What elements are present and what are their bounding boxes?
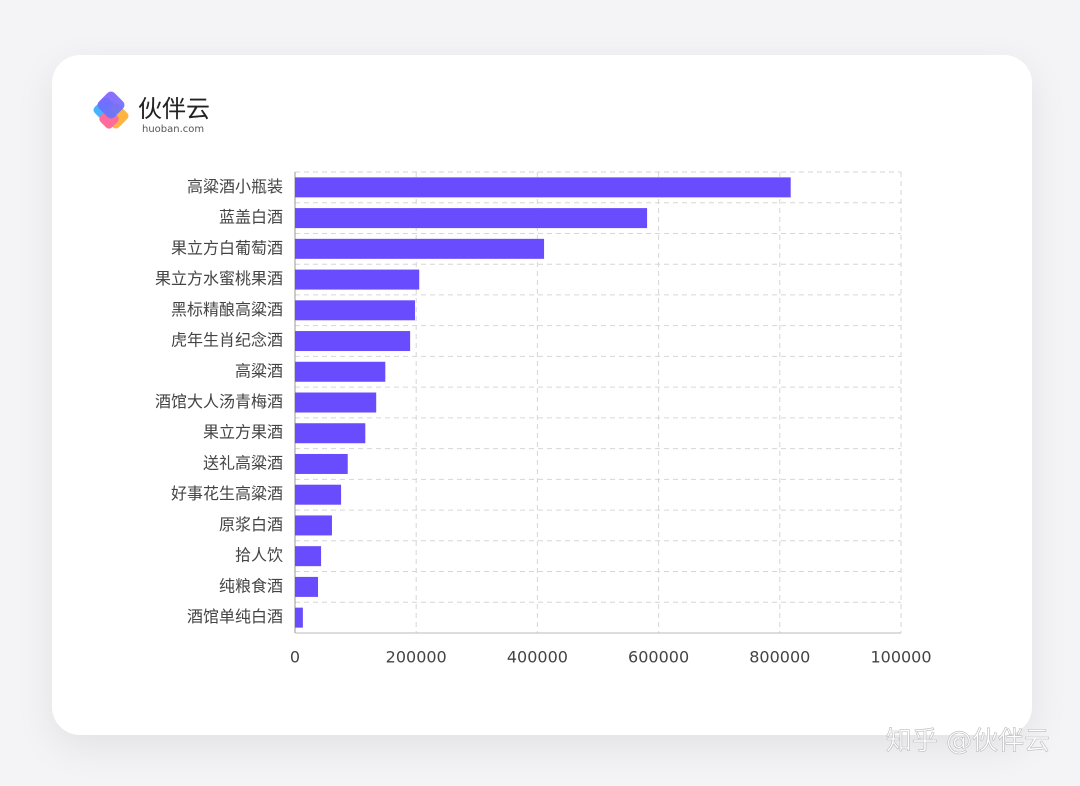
bar: [295, 269, 420, 290]
logo-domain: huoban.com: [142, 124, 204, 135]
logo-icon: [93, 91, 129, 129]
y-tick-label: 纯粮食酒: [219, 576, 283, 595]
y-tick-label: 好事花生高粱酒: [171, 484, 283, 503]
x-tick-label: 800000: [749, 648, 810, 667]
y-tick-label: 原浆白酒: [219, 515, 283, 534]
x-tick-label: 400000: [507, 648, 568, 667]
bar: [295, 300, 415, 321]
bar: [295, 453, 348, 474]
y-tick-label: 拾人饮: [235, 546, 283, 565]
y-tick-label: 果立方白葡萄酒: [171, 238, 283, 257]
y-tick-label: 虎年生肖纪念酒: [171, 331, 283, 350]
bar: [295, 208, 648, 229]
y-tick-label: 果立方水蜜桃果酒: [155, 269, 283, 288]
bar: [295, 331, 411, 352]
x-tick-label: 600000: [628, 648, 689, 667]
y-tick-label: 送礼高粱酒: [203, 453, 283, 472]
bar: [295, 484, 342, 505]
watermark: 知乎 @伙伴云: [886, 727, 1050, 757]
bar: [295, 576, 319, 597]
bar: [295, 546, 322, 567]
y-tick-label: 果立方果酒: [203, 423, 283, 442]
logo-name: 伙伴云: [138, 95, 210, 123]
y-tick-label: 酒馆大人汤青梅酒: [155, 392, 283, 411]
y-tick-label: 黑标精酿高粱酒: [171, 300, 283, 319]
y-tick-label: 酒馆单纯白酒: [187, 607, 283, 626]
bar: [295, 238, 545, 259]
y-tick-label: 蓝盖白酒: [219, 208, 283, 227]
card: [52, 55, 1032, 735]
bar: [295, 177, 791, 198]
bar: [295, 607, 303, 628]
bar: [295, 423, 366, 444]
bar: [295, 515, 332, 536]
bar: [295, 392, 377, 413]
x-tick-label: 0: [290, 648, 300, 667]
x-tick-label: 100000: [870, 648, 931, 667]
bar: [295, 361, 386, 382]
y-tick-label: 高粱酒: [235, 361, 283, 380]
x-tick-label: 200000: [386, 648, 447, 667]
y-tick-label: 高粱酒小瓶装: [187, 177, 283, 196]
